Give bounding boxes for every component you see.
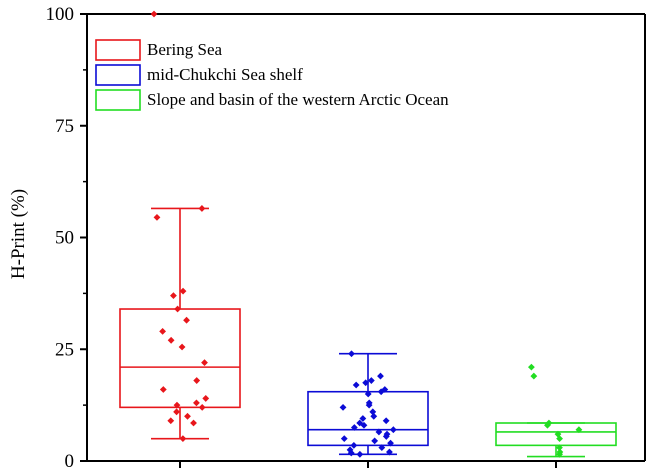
data-point [370,412,378,420]
data-point [364,390,372,398]
data-point [365,401,373,409]
data-point [360,421,368,429]
legend-swatch [95,89,141,111]
data-point [389,426,397,434]
data-point [367,377,375,384]
y-tick-label: 25 [55,339,74,360]
data-point [179,287,187,295]
data-point [352,381,360,389]
data-point [348,350,355,358]
data-point [340,435,348,443]
x-axis [179,461,557,468]
data-point [377,372,384,380]
data-point [153,213,161,221]
interquartile-box [119,308,241,409]
data-point [369,408,377,416]
legend-label: Bering Sea [147,40,223,59]
data-point [350,424,358,431]
data-point [167,417,175,425]
data-point [371,437,379,445]
data-point [159,327,167,335]
data-point [378,444,386,451]
data-points-group [150,10,583,458]
data-point [528,363,535,371]
data-point [382,417,390,425]
box-series-group [119,207,617,458]
y-axis: 0 25 50 75 100 [46,4,87,470]
y-tick-label: 50 [55,228,74,249]
data-point [386,448,393,456]
data-point [554,430,562,438]
box-1 [119,207,241,440]
interquartile-box [495,422,617,447]
data-point [173,408,180,416]
data-point [339,403,347,411]
data-point [387,439,394,447]
data-point [544,421,551,429]
data-point [193,399,200,407]
data-point [170,292,177,300]
y-tick-label: 75 [55,116,74,137]
data-point [556,435,563,443]
data-point [530,372,538,380]
data-point [183,316,190,324]
legend-swatch [95,39,141,61]
data-point [356,450,364,458]
data-point [202,395,210,402]
data-point [377,388,385,396]
data-point [198,205,206,212]
data-point [173,401,181,409]
data-point [193,377,201,384]
data-point [178,343,186,351]
data-point [198,403,206,411]
interquartile-box [307,390,429,447]
legend: Bering Sea mid-Chukchi Sea shelf Slope and… [95,39,449,111]
data-point [159,386,167,393]
y-tick-label: 0 [65,451,75,470]
data-point [359,415,367,422]
legend-label: Slope and basin of the western Arctic Oc… [147,90,449,109]
y-tick-label: 100 [46,4,75,25]
data-point [362,379,370,387]
data-point [179,435,187,443]
box-3 [495,422,617,458]
data-point [174,305,181,313]
data-point [556,444,563,451]
data-point [167,336,175,344]
data-point [190,419,197,427]
y-axis-title: H-Print (%) [8,189,29,279]
legend-label: mid-Chukchi Sea shelf [147,65,303,84]
data-point [575,426,583,434]
data-point [350,441,358,449]
data-point [150,10,158,18]
data-point [347,449,355,457]
data-point [201,359,208,367]
data-point [556,450,563,458]
data-point [382,433,390,440]
data-point [375,428,383,436]
data-point [184,412,191,420]
legend-swatch [95,64,141,86]
